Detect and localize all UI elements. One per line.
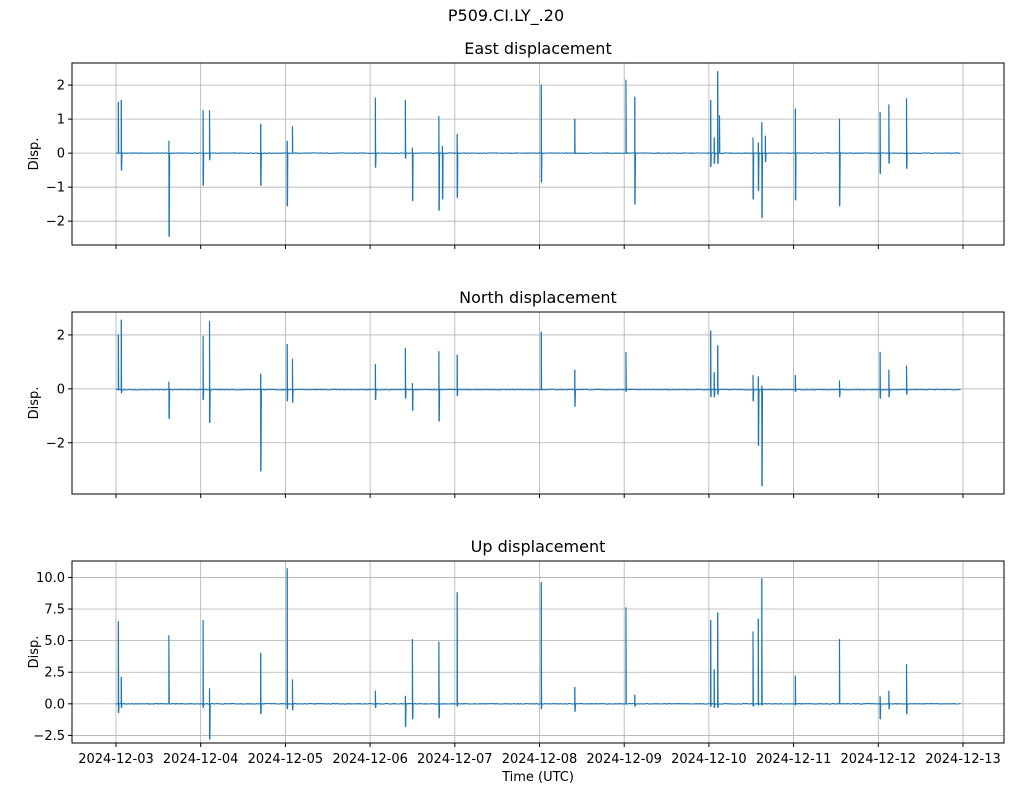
y-tick-label: −2 — [46, 436, 65, 451]
y-axis-label: Disp. — [27, 636, 42, 669]
figure-suptitle: P509.CI.LY_.20 — [447, 6, 565, 25]
x-tick-label: 2024-12-10 — [671, 752, 747, 767]
y-tick-label: −2 — [46, 215, 65, 230]
x-tick-label: 2024-12-06 — [332, 752, 408, 767]
y-tick-label: 5.0 — [44, 634, 65, 649]
x-tick-label: 2024-12-11 — [756, 752, 832, 767]
axes-frame — [71, 560, 1005, 744]
chart-panel-1: −2 −1 0 1 2 East displacement Disp. — [27, 39, 1005, 249]
y-tick-label: −1 — [46, 181, 65, 196]
y-tick-label: 0.0 — [44, 697, 65, 712]
x-tick-label: 2024-12-09 — [586, 752, 662, 767]
y-tick-label: 0 — [57, 147, 65, 162]
y-tick-label: 2 — [57, 79, 65, 94]
chart-title: North displacement — [459, 288, 617, 307]
x-tick-label: 2024-12-05 — [248, 752, 324, 767]
y-tick-label: 2.5 — [44, 666, 65, 681]
y-tick-label: −2.5 — [33, 729, 65, 744]
y-tick-label: 10.0 — [36, 571, 65, 586]
chart-panel-2: −2 0 2 North displacement Disp. — [27, 288, 1005, 498]
y-axis-label: Disp. — [27, 387, 42, 420]
chart-panel-3: −2.5 0.0 2.5 5.0 7.5 10.0 2024-12-03 2024-12-04… — [27, 537, 1005, 785]
axes-frame — [71, 311, 1005, 495]
data-line — [115, 70, 961, 238]
y-tick-label: 7.5 — [44, 603, 65, 618]
axes-frame — [71, 62, 1005, 246]
chart-title: Up displacement — [471, 537, 606, 556]
x-tick-label: 2024-12-04 — [163, 752, 239, 767]
x-tick-label: 2024-12-12 — [841, 752, 917, 767]
y-axis-label: Disp. — [27, 138, 42, 171]
x-tick-label: 2024-12-07 — [417, 752, 493, 767]
x-tick-label: 2024-12-13 — [925, 752, 1001, 767]
data-line — [115, 568, 961, 740]
y-tick-label: 0 — [57, 382, 65, 397]
data-line — [115, 319, 961, 487]
y-tick-label: 2 — [57, 328, 65, 343]
y-tick-label: 1 — [57, 113, 65, 128]
x-axis-label: Time (UTC) — [501, 770, 574, 785]
x-tick-label: 2024-12-08 — [502, 752, 578, 767]
chart-title: East displacement — [464, 39, 611, 58]
x-tick-label: 2024-12-03 — [78, 752, 154, 767]
